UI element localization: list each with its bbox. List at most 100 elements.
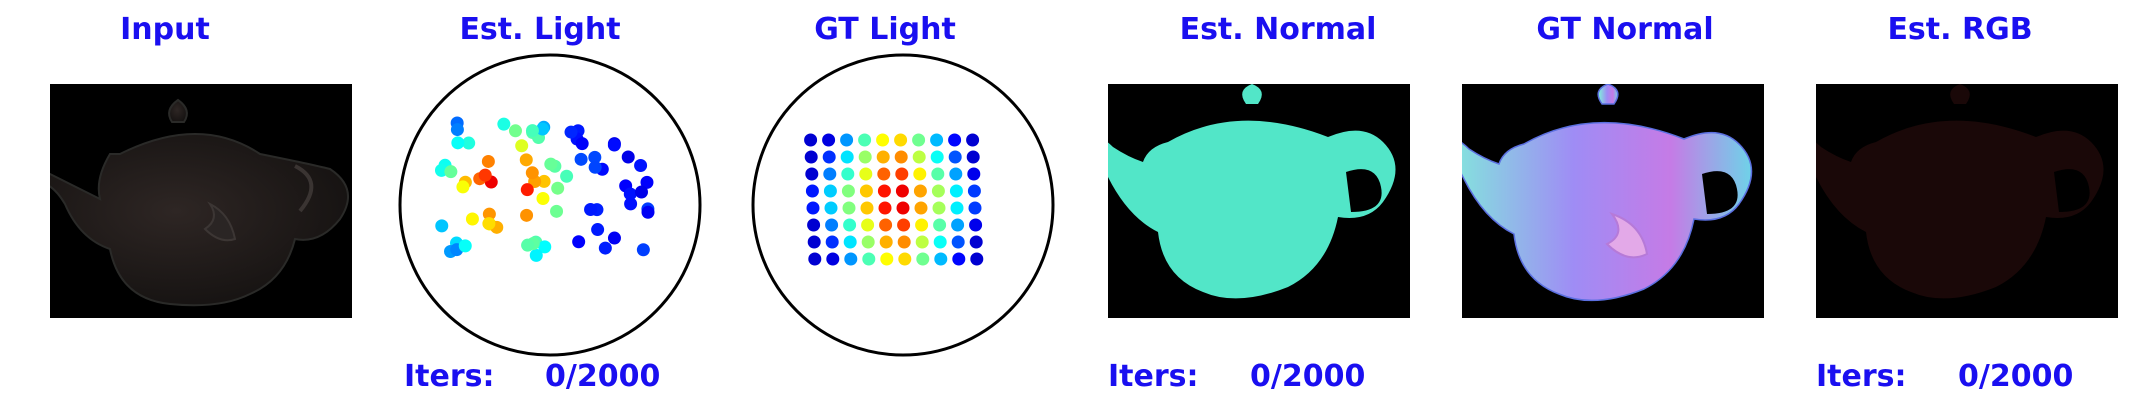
light-sphere-outline — [398, 53, 702, 357]
light-direction-point — [859, 184, 873, 198]
light-direction-point — [529, 248, 543, 262]
iters-label-est-normal: Iters: — [1108, 359, 1199, 394]
light-direction-point — [859, 167, 873, 181]
light-direction-point — [634, 158, 648, 172]
light-direction-point — [913, 184, 927, 198]
light-direction-point — [607, 231, 621, 245]
light-direction-point — [807, 218, 821, 232]
light-direction-point — [551, 181, 565, 195]
teapot-est-normal-render — [1108, 84, 1396, 299]
light-direction-point — [591, 223, 605, 237]
light-direction-point — [862, 252, 876, 266]
light-direction-point — [520, 208, 534, 222]
light-direction-point — [822, 150, 836, 164]
light-direction-point — [806, 201, 820, 215]
light-direction-point — [931, 184, 945, 198]
gt-normal-image — [1462, 84, 1764, 318]
light-direction-point — [574, 152, 588, 166]
light-direction-point — [880, 252, 894, 266]
light-direction-point — [807, 235, 821, 249]
light-direction-point — [951, 235, 965, 249]
light-direction-point — [843, 218, 857, 232]
light-direction-point — [564, 125, 578, 139]
light-direction-point — [519, 153, 533, 167]
light-direction-point — [623, 187, 637, 201]
light-direction-point — [841, 167, 855, 181]
iters-label-est-rgb: Iters: — [1816, 359, 1907, 394]
light-direction-point — [462, 136, 476, 150]
light-direction-point — [879, 235, 893, 249]
light-direction-point — [843, 235, 857, 249]
est-light-plot — [395, 50, 705, 360]
light-direction-point — [805, 167, 819, 181]
light-direction-point — [894, 150, 908, 164]
light-direction-point — [970, 252, 984, 266]
light-direction-point — [934, 252, 948, 266]
light-direction-point — [948, 133, 962, 147]
light-direction-point — [515, 139, 529, 153]
light-direction-point — [481, 154, 495, 168]
light-direction-point — [575, 137, 589, 151]
light-direction-point — [931, 167, 945, 181]
light-direction-point — [877, 184, 891, 198]
light-direction-point — [876, 133, 890, 147]
panel-title-est-light: Est. Light — [459, 12, 621, 47]
light-direction-point — [588, 160, 602, 174]
light-direction-point — [878, 201, 892, 215]
light-direction-point — [912, 150, 926, 164]
light-direction-point — [825, 218, 839, 232]
input-image — [50, 84, 352, 318]
light-direction-point — [968, 201, 982, 215]
light-direction-point — [895, 167, 909, 181]
light-direction-point — [458, 239, 472, 253]
light-direction-point — [824, 201, 838, 215]
light-direction-point — [898, 252, 912, 266]
light-direction-point — [560, 169, 574, 183]
panel-title-est-normal: Est. Normal — [1179, 12, 1377, 47]
light-direction-point — [858, 133, 872, 147]
light-direction-point — [897, 218, 911, 232]
light-direction-point — [508, 124, 522, 138]
light-direction-point — [894, 133, 908, 147]
light-direction-point — [930, 133, 944, 147]
light-direction-point — [825, 235, 839, 249]
light-direction-point — [588, 150, 602, 164]
light-direction-point — [916, 252, 930, 266]
light-direction-point — [915, 218, 929, 232]
light-direction-point — [930, 150, 944, 164]
light-direction-point — [967, 184, 981, 198]
panel-title-gt-light: GT Light — [814, 12, 956, 47]
light-direction-point — [933, 235, 947, 249]
gt-light-plot — [748, 50, 1058, 360]
light-direction-point — [966, 150, 980, 164]
light-direction-point — [641, 205, 655, 219]
light-direction-point — [525, 166, 539, 180]
panel-title-est-rgb: Est. RGB — [1887, 12, 2033, 47]
light-direction-point — [640, 175, 654, 189]
light-direction-point — [877, 167, 891, 181]
light-direction-point — [538, 240, 552, 254]
light-direction-point — [914, 201, 928, 215]
light-direction-point — [897, 235, 911, 249]
light-direction-point — [932, 201, 946, 215]
light-direction-point — [842, 201, 856, 215]
light-direction-point — [822, 133, 836, 147]
light-direction-point — [966, 133, 980, 147]
light-direction-point — [444, 165, 458, 179]
teapot-input-render — [50, 98, 349, 307]
light-direction-point — [826, 252, 840, 266]
light-direction-point — [598, 241, 612, 255]
light-direction-point — [895, 184, 909, 198]
light-direction-point — [912, 133, 926, 147]
light-direction-point — [805, 184, 819, 198]
est-normal-image — [1108, 84, 1410, 318]
light-direction-point — [520, 183, 534, 197]
iters-value-est-rgb: 0/2000 — [1958, 359, 2074, 394]
light-direction-point — [948, 150, 962, 164]
light-direction-point — [949, 167, 963, 181]
light-direction-point — [634, 185, 648, 199]
light-direction-point — [808, 252, 822, 266]
light-direction-point — [536, 122, 550, 136]
light-direction-point — [951, 218, 965, 232]
light-direction-point — [482, 217, 496, 231]
